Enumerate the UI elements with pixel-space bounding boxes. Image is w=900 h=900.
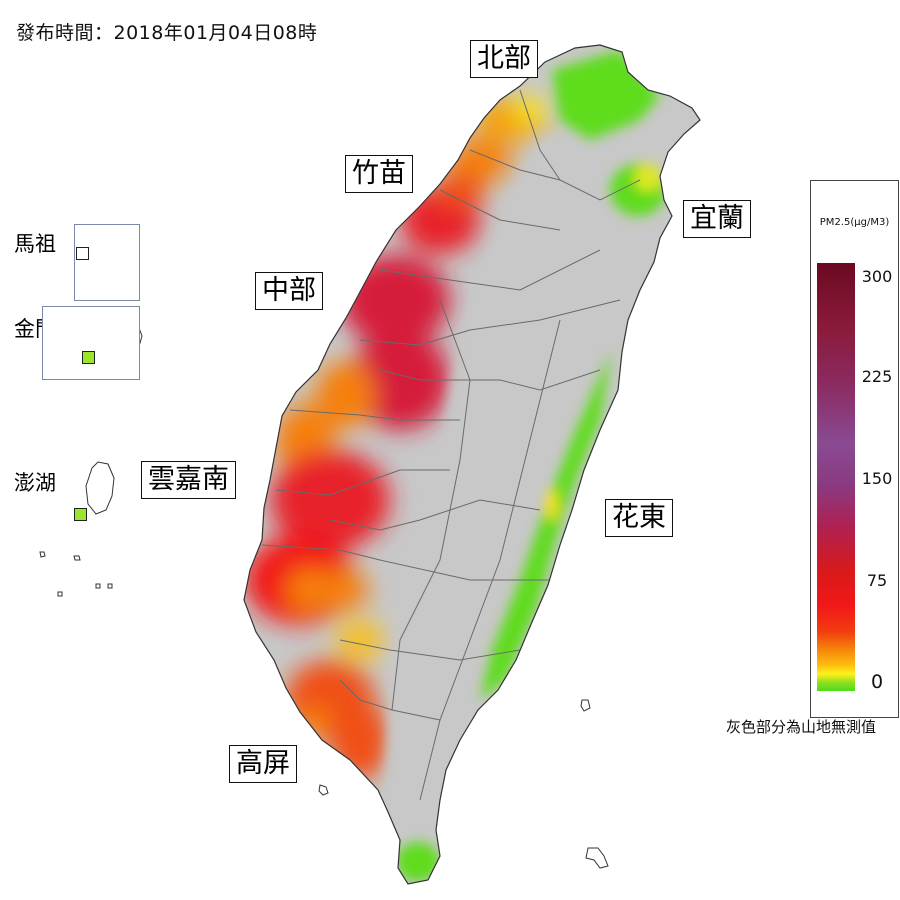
matsu-inset [74, 224, 140, 301]
islet-label-penghu: 澎湖 [14, 471, 56, 495]
legend-tick-300: 300 [861, 267, 893, 286]
legend-color-scale [817, 263, 855, 691]
penghu-station-marker [74, 508, 87, 521]
legend-tick-0: 0 [870, 671, 884, 693]
issue-time: 發布時間：2018年01月04日08時 [16, 22, 318, 44]
legend-tick-150: 150 [861, 469, 893, 488]
legend-tick-75: 75 [866, 571, 888, 590]
pm25-legend: PM2.5(μg/M3) 300 225 150 75 0 [810, 180, 899, 718]
region-label-gaoping: 高屏 [229, 745, 297, 783]
region-label-central: 中部 [255, 272, 323, 310]
region-label-zhumiao: 竹苗 [345, 155, 413, 193]
pm25-heat-field [245, 96, 548, 780]
region-label-yunjianan: 雲嘉南 [141, 461, 236, 499]
legend-title: PM2.5(μg/M3) [819, 217, 890, 228]
region-label-huadong: 花東 [605, 499, 673, 537]
kinmen-inset [42, 306, 140, 380]
county-boundaries [261, 89, 641, 801]
mountain-note: 灰色部分為山地無測值 [726, 718, 877, 736]
offshore-islets [318, 699, 609, 869]
good-air-strips [396, 50, 666, 882]
region-label-yilan: 宜蘭 [683, 200, 751, 238]
islet-label-matsu: 馬祖 [14, 232, 56, 256]
region-label-north: 北部 [470, 40, 538, 78]
legend-tick-225: 225 [861, 367, 893, 386]
kinmen-station-marker [82, 351, 95, 364]
matsu-station-marker [76, 247, 89, 260]
